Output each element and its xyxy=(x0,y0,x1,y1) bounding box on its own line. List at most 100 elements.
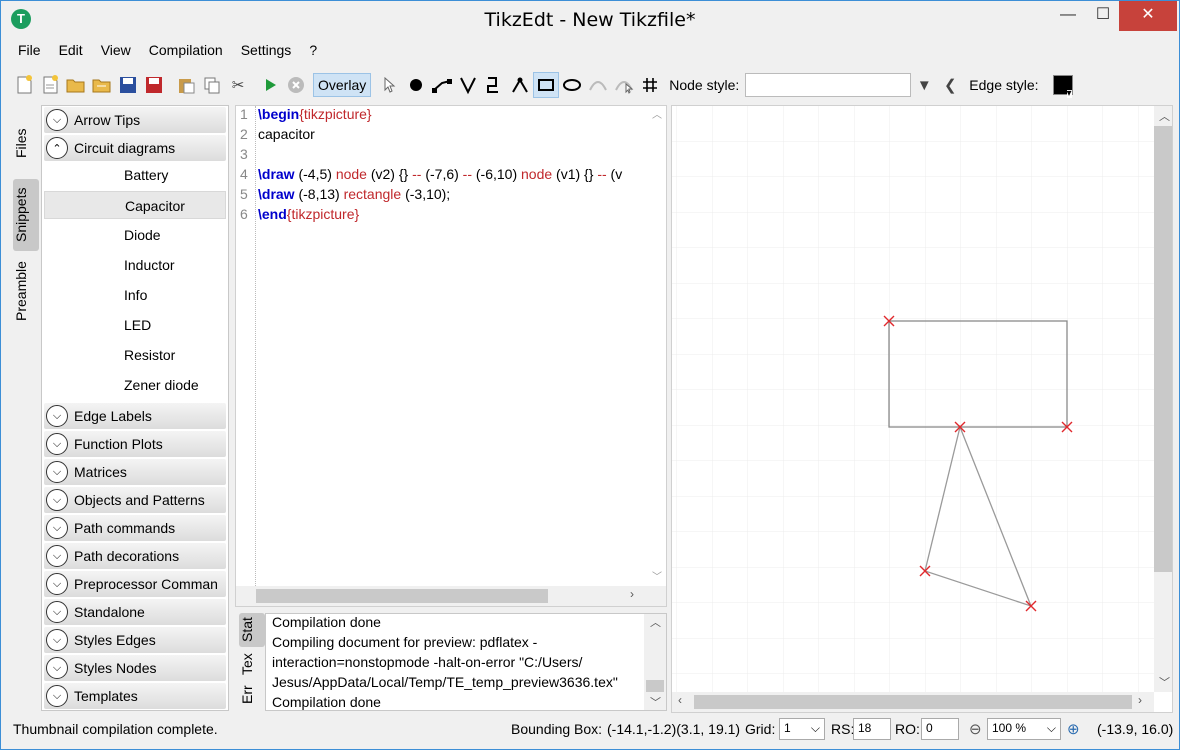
tab-preamble[interactable]: Preamble xyxy=(13,261,29,321)
menu-settings[interactable]: Settings xyxy=(240,42,292,58)
snippet-item-selected[interactable]: Capacitor xyxy=(44,191,226,219)
snippet-category-expanded[interactable]: ⌃ Circuit diagrams xyxy=(44,135,226,161)
rectangle-tool-icon[interactable] xyxy=(533,72,560,98)
maximize-icon[interactable]: ☐ xyxy=(1095,6,1111,23)
tab-status[interactable]: Stat xyxy=(239,613,265,647)
scrollbar-thumb[interactable] xyxy=(646,680,664,692)
snippet-item[interactable]: Battery xyxy=(124,167,169,183)
menu-edit[interactable]: Edit xyxy=(58,42,83,58)
snippet-item[interactable]: Resistor xyxy=(124,347,176,363)
log-line: Compilation done xyxy=(272,614,381,630)
copy-icon[interactable] xyxy=(199,72,225,98)
snippet-item[interactable]: Zener diode xyxy=(124,377,199,393)
window-title: TikzEdt - New Tikzfile* xyxy=(484,9,696,31)
path-tool-icon[interactable] xyxy=(455,72,481,98)
chevron-down-icon[interactable]: ▼ xyxy=(916,76,932,94)
tab-tex[interactable]: Tex xyxy=(239,653,255,675)
bezier-tool-icon[interactable] xyxy=(585,72,611,98)
tab-files[interactable]: Files xyxy=(13,128,29,158)
snippet-category[interactable]: ⌵ Function Plots xyxy=(44,431,226,457)
snippet-category[interactable]: ⌵ Preprocessor Comman xyxy=(44,571,226,597)
node-marker xyxy=(1025,600,1037,612)
compilation-log[interactable]: Compilation done Compiling document for … xyxy=(265,613,667,711)
close-icon[interactable]: ✕ xyxy=(1119,1,1177,31)
export-pdf-icon[interactable] xyxy=(141,72,167,98)
bounding-box-value: (-14.1,-1.2)(3.1, 19.1) xyxy=(607,721,741,737)
grid-tool-icon[interactable] xyxy=(637,72,663,98)
snippet-category[interactable]: ⌵ Templates xyxy=(44,683,226,709)
snippet-category[interactable]: ⌵ Objects and Patterns xyxy=(44,487,226,513)
log-line: Compiling document for preview: pdflatex… xyxy=(272,634,538,650)
chevron-down-icon: ⌵ xyxy=(46,657,68,679)
tikz-drawing[interactable] xyxy=(672,106,1154,692)
code-editor[interactable]: 1 2 3 4 5 6 \begin{tikzpicture} capacito… xyxy=(235,105,667,607)
zoom-select[interactable]: 100 % ⌵ xyxy=(987,718,1061,740)
chevron-down-icon: ⌵ xyxy=(46,601,68,623)
snippet-category[interactable]: ⌵ Path commands xyxy=(44,515,226,541)
smooth-curve-tool-icon[interactable] xyxy=(481,72,507,98)
snippet-category[interactable]: ⌵ Edge Labels xyxy=(44,403,226,429)
ellipse-tool-icon[interactable] xyxy=(559,72,585,98)
chevron-down-icon: ⌵ xyxy=(810,721,820,735)
open-folder-icon[interactable] xyxy=(63,72,89,98)
snippet-item[interactable]: LED xyxy=(124,317,152,333)
node-tool-icon[interactable] xyxy=(403,72,429,98)
arc-tool-icon[interactable] xyxy=(507,72,533,98)
ro-input[interactable]: 0 xyxy=(921,718,959,740)
overlay-toggle-button[interactable]: Overlay xyxy=(313,73,372,97)
edge-tool-icon[interactable] xyxy=(429,72,455,98)
open-recent-icon[interactable] xyxy=(89,72,115,98)
menu-help[interactable]: ? xyxy=(309,42,318,58)
preview-canvas[interactable]: ︿ ﹀ ‹ › xyxy=(671,105,1173,713)
menu-compilation[interactable]: Compilation xyxy=(148,42,223,58)
snippet-category[interactable]: ⌵ Standalone xyxy=(44,599,226,625)
chevron-left-icon[interactable]: ❮ xyxy=(943,77,957,94)
rs-input[interactable]: 18 xyxy=(853,718,891,740)
node-marker xyxy=(954,421,966,433)
snippet-item[interactable]: Diode xyxy=(124,227,161,243)
snippet-item[interactable]: Inductor xyxy=(124,257,175,273)
snippet-item[interactable]: Info xyxy=(124,287,148,303)
scrollbar-thumb[interactable] xyxy=(694,695,1132,709)
zoom-in-icon[interactable]: ⊕ xyxy=(1067,721,1080,738)
editor-vertical-scrollbar[interactable]: ︿ ﹀ xyxy=(648,106,666,586)
chevron-down-icon: ⌵ xyxy=(1046,721,1056,735)
bezier-select-tool-icon[interactable] xyxy=(611,72,637,98)
node-marker xyxy=(1061,421,1073,433)
tab-errors[interactable]: Err xyxy=(239,685,255,705)
cut-icon[interactable]: ✂ xyxy=(231,77,245,94)
abort-icon[interactable] xyxy=(283,72,309,98)
chevron-down-icon: ⌵ xyxy=(46,573,68,595)
select-tool-icon[interactable] xyxy=(377,72,403,98)
save-icon[interactable] xyxy=(115,72,141,98)
edge-style-color-swatch[interactable] xyxy=(1052,75,1073,98)
canvas-vertical-scrollbar[interactable]: ︿ ﹀ xyxy=(1154,106,1172,692)
minimize-icon[interactable]: — xyxy=(1060,6,1076,23)
tab-snippets[interactable]: Snippets xyxy=(13,179,39,251)
log-line: Compilation done xyxy=(272,694,381,710)
chevron-down-icon: ⌵ xyxy=(46,461,68,483)
code-line: capacitor xyxy=(258,126,315,142)
snippet-category[interactable]: ⌵ Arrow Tips xyxy=(44,107,226,133)
line-number: 5 xyxy=(240,186,248,202)
scrollbar-thumb[interactable] xyxy=(256,589,548,603)
log-scrollbar[interactable]: ︿ ﹀ xyxy=(644,614,666,710)
snippet-category[interactable]: ⌵ Path decorations xyxy=(44,543,226,569)
compile-run-icon[interactable] xyxy=(257,72,283,98)
zoom-out-icon[interactable]: ⊖ xyxy=(969,721,982,738)
scrollbar-thumb[interactable] xyxy=(1154,126,1172,572)
snippet-category[interactable]: ⌵ Styles Edges xyxy=(44,627,226,653)
rs-label: RS: xyxy=(831,721,855,737)
paste-icon[interactable] xyxy=(173,72,199,98)
node-style-combobox[interactable] xyxy=(745,73,912,97)
menu-file[interactable]: File xyxy=(18,42,41,58)
snippet-category[interactable]: ⌵ Styles Nodes xyxy=(44,655,226,681)
snippet-category[interactable]: ⌵ Matrices xyxy=(44,459,226,485)
canvas-horizontal-scrollbar[interactable]: ‹ › xyxy=(672,692,1154,712)
new-file-icon[interactable] xyxy=(11,72,37,98)
grid-select[interactable]: 1 ⌵ xyxy=(779,718,825,740)
node-marker xyxy=(919,565,931,577)
new-from-template-icon[interactable] xyxy=(37,72,63,98)
menu-view[interactable]: View xyxy=(100,42,131,58)
editor-horizontal-scrollbar[interactable]: › xyxy=(236,586,666,606)
